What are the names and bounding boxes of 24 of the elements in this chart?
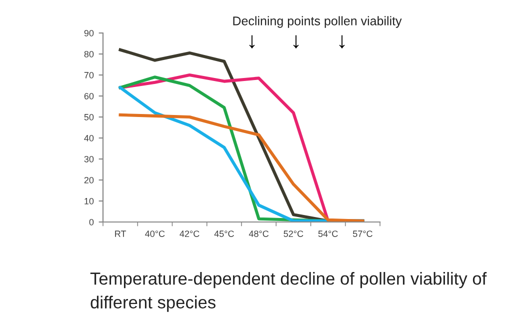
x-tick-label: 57°C [352, 230, 372, 237]
text: Temperature-dependent decline of pollen viability of different species [90, 272, 487, 312]
x-tick-label: 40°C [145, 230, 165, 237]
y-tick-label: 70 [84, 72, 94, 78]
x-tick-label: 54°C [318, 230, 338, 237]
y-tick-label: 40 [84, 134, 94, 142]
annotation: ↓ [339, 35, 345, 48]
line-series [118, 113, 364, 222]
x-tick-label: 52°C [284, 230, 304, 237]
annotation: ↓ [249, 35, 255, 48]
y-tick-label: 90 [84, 30, 94, 36]
y-tick-label: 50 [84, 114, 94, 120]
text: Declining points pollen viability [233, 16, 402, 28]
y-tick-label: 80 [84, 50, 94, 58]
y-tick-label: 30 [84, 156, 94, 162]
x-tick-label: 42°C [180, 230, 200, 237]
y-tick-label: 10 [84, 198, 94, 204]
annotation: ↓ [293, 35, 299, 48]
y-tick-label: 60 [84, 92, 94, 100]
x-tick-label: RT [115, 230, 126, 237]
x-tick-label: 48°C [248, 230, 269, 237]
y-tick-label: 0 [89, 218, 94, 226]
x-tick-label: 45°C [214, 230, 234, 237]
y-tick-label: 20 [84, 176, 94, 184]
